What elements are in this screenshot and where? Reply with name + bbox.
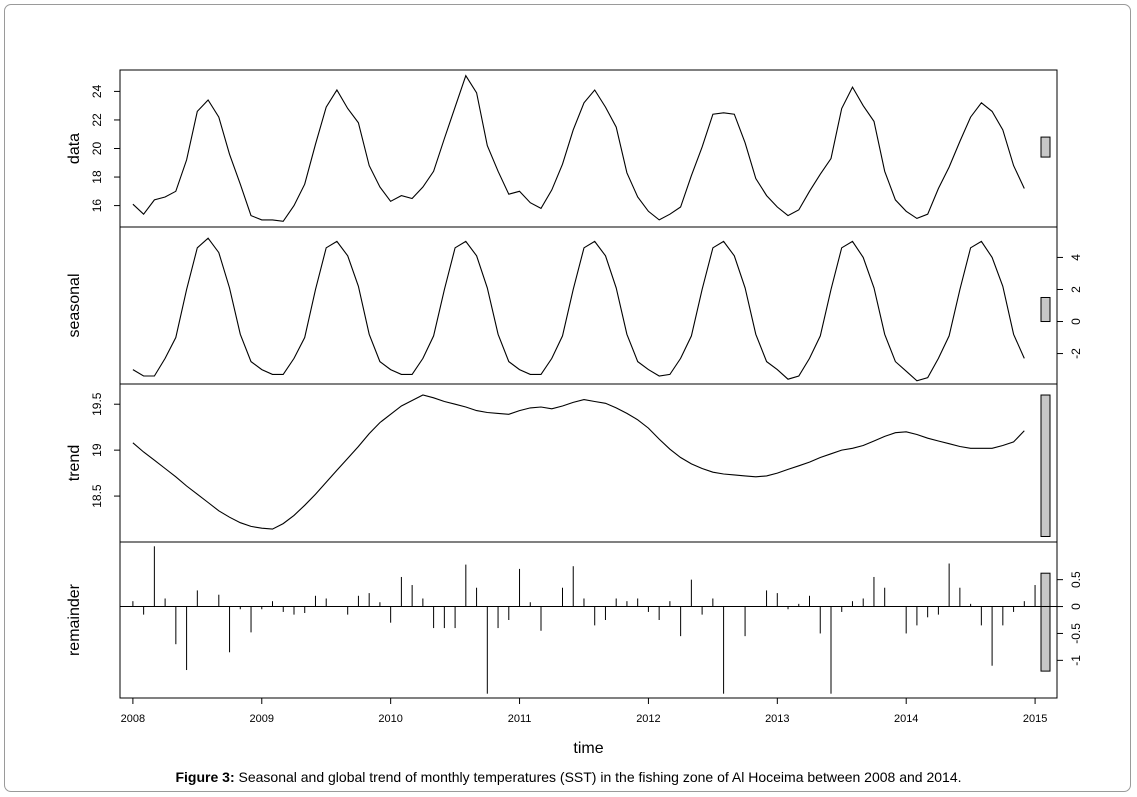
panel-ylabel-remainder: remainder — [66, 583, 83, 656]
y-tick-label-seasonal: 0 — [1069, 318, 1083, 325]
x-axis-label: time — [573, 740, 603, 757]
x-tick-label: 2010 — [378, 713, 402, 725]
x-tick-label: 2014 — [894, 713, 918, 725]
y-tick-label-remainder: -0.5 — [1069, 623, 1083, 644]
x-tick-label: 2009 — [250, 713, 274, 725]
panel-ylabel-data: data — [66, 133, 83, 164]
y-tick-label-remainder: 0.5 — [1069, 571, 1083, 588]
range-bar-seasonal — [1040, 296, 1051, 323]
y-tick-label-data: 16 — [90, 199, 104, 213]
y-tick-label-remainder: 0 — [1069, 603, 1083, 610]
figure-frame — [4, 4, 1131, 792]
panel-ylabel-trend: trend — [66, 445, 83, 481]
panel-frame-seasonal — [119, 226, 1058, 385]
y-tick-label-remainder: -1 — [1069, 655, 1083, 666]
figure-caption: Figure 3: Seasonal and global trend of m… — [0, 769, 1137, 785]
y-tick-label-seasonal: -2 — [1069, 348, 1083, 359]
range-bar-remainder — [1040, 572, 1051, 672]
y-tick-label-data: 20 — [90, 142, 104, 156]
series-line-data — [132, 74, 1025, 222]
range-bar-data — [1040, 136, 1051, 158]
y-tick-label-data: 18 — [90, 170, 104, 184]
y-tick-label-trend: 18.5 — [90, 484, 104, 508]
x-tick-label: 2008 — [121, 713, 145, 725]
range-bar-trend — [1040, 394, 1051, 537]
y-tick-label-data: 22 — [90, 113, 104, 127]
panel-frame-remainder — [119, 541, 1058, 699]
y-tick-label-trend: 19 — [90, 443, 104, 457]
panel-frame-data — [119, 69, 1058, 228]
stl-decomposition-chart: 1618202224data-2024seasonal18.51919.5tre… — [66, 69, 1083, 757]
x-tick-label: 2012 — [636, 713, 660, 725]
series-line-seasonal — [132, 237, 1025, 382]
x-tick-label: 2013 — [765, 713, 789, 725]
panel-ylabel-seasonal: seasonal — [66, 273, 83, 337]
caption-text: Seasonal and global trend of monthly tem… — [238, 769, 962, 785]
y-tick-label-data: 24 — [90, 84, 104, 98]
x-tick-label: 2011 — [508, 713, 532, 725]
caption-label: Figure 3: — [175, 769, 235, 785]
series-line-trend — [132, 394, 1025, 530]
panel-frame-trend — [119, 383, 1058, 543]
y-tick-label-seasonal: 4 — [1069, 254, 1083, 261]
y-tick-label-trend: 19.5 — [90, 392, 104, 416]
x-tick-label: 2015 — [1023, 713, 1047, 725]
y-tick-label-seasonal: 2 — [1069, 286, 1083, 293]
